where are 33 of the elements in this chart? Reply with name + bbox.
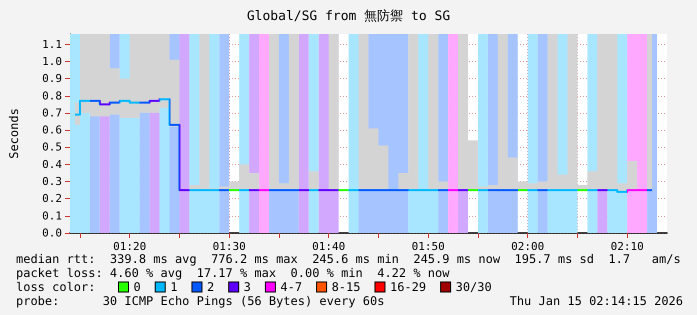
y-tick-label: 0.2 <box>42 192 62 206</box>
legend-label: 0 <box>134 280 141 294</box>
y-tick-label: 0.7 <box>42 106 62 120</box>
y-tick-label: 0.6 <box>42 124 62 137</box>
y-tick-label: 0.1 <box>42 209 62 222</box>
legend-label: 16-29 <box>390 280 426 294</box>
y-tick-label: 1.0 <box>42 54 62 68</box>
text: Thu Jan 15 02:14:15 2026 <box>510 294 683 308</box>
y-tick-label: 0.8 <box>42 89 62 102</box>
x-tick-label: 01:40 <box>312 240 346 253</box>
x-tick-label: 01:50 <box>412 240 445 253</box>
x-tick-label: 02:10 <box>610 240 644 253</box>
legend-label: 8-15 <box>332 280 360 294</box>
y-tick-label: 1.1 <box>42 38 62 51</box>
x-tick-label: 01:20 <box>113 240 146 253</box>
x-tick-label: 02:00 <box>511 240 544 253</box>
text: loss color: <box>16 280 96 294</box>
text: median rtt: 339.8 ms avg 776.2 ms max 245.6 ms min 245.9 ms now 195.7 ms sd 1.7 am/s <box>16 252 681 266</box>
legend-label: 2 <box>206 280 214 294</box>
legend-label: 1 <box>170 280 178 294</box>
y-axis-title: Seconds <box>7 108 21 159</box>
legend-label: 30/30 <box>456 280 492 294</box>
y-tick-label: 0.3 <box>42 175 62 188</box>
text: probe: 30 ICMP Echo Pings (56 Bytes) every 60s <box>16 294 384 308</box>
text: packet loss: 4.60 % avg 17.17 % max 0.00 % min 4.22 % now <box>16 266 450 280</box>
y-tick-label: 0.5 <box>42 140 62 154</box>
chart-title: Global/SG from 無防禦 to SG <box>246 9 450 24</box>
legend-label: 4-7 <box>280 280 302 294</box>
y-tick-label: 0.0 <box>42 226 62 240</box>
x-tick-label: 01:30 <box>212 240 246 253</box>
y-tick-label: 0.4 <box>42 158 62 171</box>
legend-label: 3 <box>244 280 251 294</box>
y-tick-label: 0.9 <box>42 72 62 86</box>
